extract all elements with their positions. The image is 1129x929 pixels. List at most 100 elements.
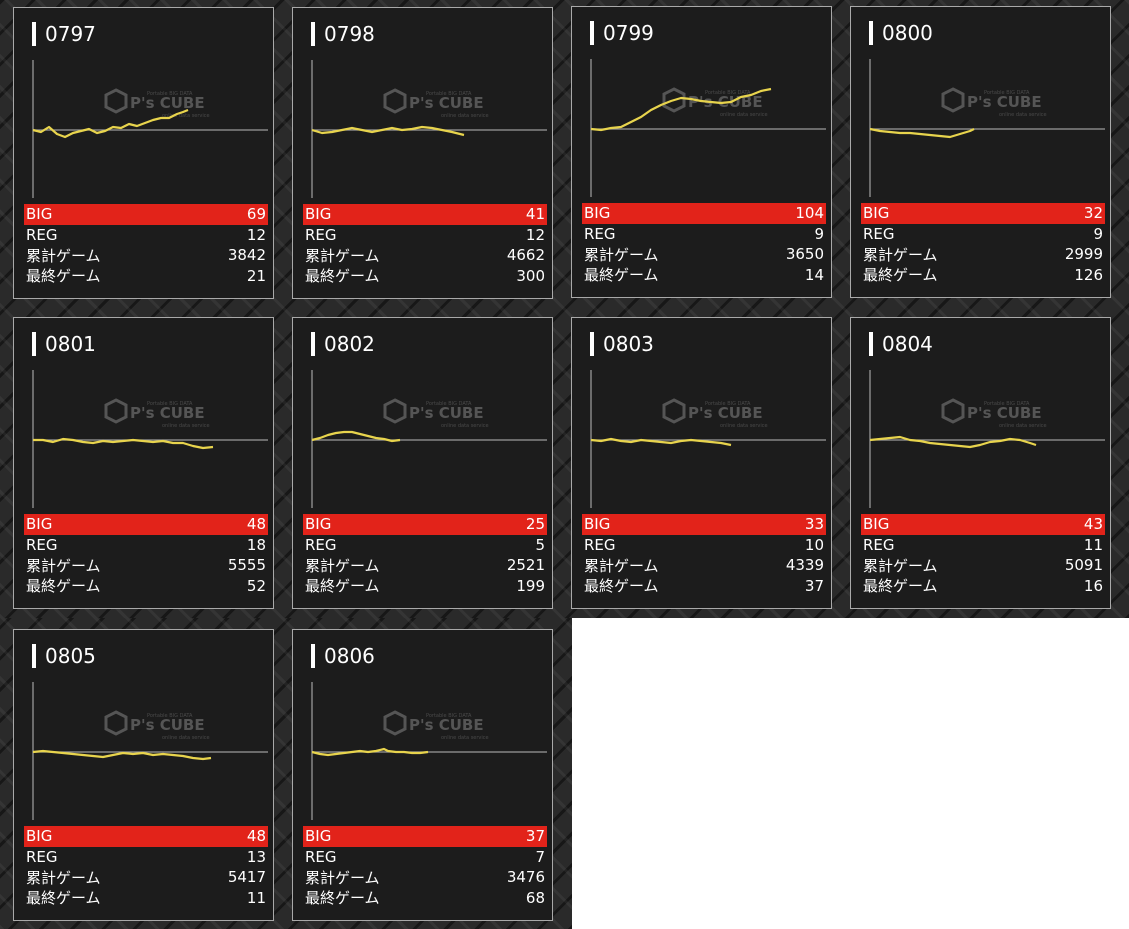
last-games-value: 37 [804,576,824,595]
big-label: BIG [584,515,611,534]
reg-label: REG [26,225,58,244]
total-games-value: 5091 [1064,556,1103,575]
machine-card[interactable]: 0798 P's CUBE Portable BIG DATA online d… [292,7,553,299]
machine-card[interactable]: 0806 P's CUBE Portable BIG DATA online d… [292,629,553,921]
slump-graph: P's CUBE Portable BIG DATA online data s… [590,370,826,508]
machine-card[interactable]: 0800 P's CUBE Portable BIG DATA online d… [850,6,1111,298]
machine-number: 0798 [311,22,375,46]
reg-count: 12 [525,225,545,244]
machine-card[interactable]: 0804 P's CUBE Portable BIG DATA online d… [850,317,1111,609]
last-games-label: 最終ゲーム [584,577,659,596]
big-row: BIG 69 [24,204,268,225]
total-games-row: 累計ゲーム 4662 [303,245,547,266]
total-games-row: 累計ゲーム 2999 [861,244,1105,265]
graph-watermark: P's CUBE Portable BIG DATA online data s… [662,398,768,429]
big-row: BIG 48 [24,826,268,847]
stats-table: BIG 104 REG 9 累計ゲーム 3650 最終ゲーム 14 [582,203,826,285]
watermark-small-bottom: online data service [999,112,1047,118]
watermark-small-bottom: online data service [162,735,210,741]
last-games-label: 最終ゲーム [863,266,938,285]
total-games-row: 累計ゲーム 3842 [24,245,268,266]
machine-card[interactable]: 0797 P's CUBE Portable BIG DATA online d… [13,7,274,299]
graph-line [869,127,975,139]
graph-line [869,435,1037,449]
watermark-brand: P's CUBE [688,404,763,422]
total-games-label: 累計ゲーム [26,868,101,887]
reg-row: REG 9 [861,224,1105,245]
big-row: BIG 37 [303,826,547,847]
graph-line [590,437,732,447]
machine-card[interactable]: 0799 P's CUBE Portable BIG DATA online d… [571,6,832,298]
watermark-small-top: Portable BIG DATA [147,91,193,97]
stats-table: BIG 37 REG 7 累計ゲーム 3476 最終ゲーム 68 [303,826,547,908]
machine-card[interactable]: 0802 P's CUBE Portable BIG DATA online d… [292,317,553,609]
reg-label: REG [26,847,58,866]
cube-logo-icon [383,398,407,424]
watermark-small-top: Portable BIG DATA [426,401,472,407]
big-label: BIG [305,827,332,846]
total-games-row: 累計ゲーム 5091 [861,555,1105,576]
watermark-brand: P's CUBE [130,716,205,734]
cube-logo-icon [662,398,686,424]
graph-watermark: P's CUBE Portable BIG DATA online data s… [941,398,1047,429]
total-games-row: 累計ゲーム 4339 [582,555,826,576]
machine-card[interactable]: 0805 P's CUBE Portable BIG DATA online d… [13,629,274,921]
last-games-label: 最終ゲーム [26,267,101,286]
machine-number: 0806 [311,644,375,668]
machine-card[interactable]: 0803 P's CUBE Portable BIG DATA online d… [571,317,832,609]
watermark-brand: P's CUBE [967,404,1042,422]
total-games-label: 累計ゲーム [305,246,380,265]
reg-count: 9 [1093,224,1103,243]
reg-count: 13 [246,847,266,866]
big-count: 43 [1083,515,1103,534]
last-games-value: 52 [246,576,266,595]
watermark-brand: P's CUBE [130,94,205,112]
cube-logo-icon [104,710,128,736]
machine-number: 0802 [311,332,375,356]
machine-number: 0797 [32,22,96,46]
watermark-brand: P's CUBE [967,93,1042,111]
last-games-row: 最終ゲーム 199 [303,576,547,597]
reg-label: REG [863,535,895,554]
machine-card[interactable]: 0801 P's CUBE Portable BIG DATA online d… [13,317,274,609]
last-games-value: 11 [246,888,266,907]
total-games-label: 累計ゲーム [26,246,101,265]
total-games-row: 累計ゲーム 5555 [24,555,268,576]
big-row: BIG 25 [303,514,547,535]
reg-row: REG 7 [303,847,547,868]
total-games-value: 2999 [1064,245,1103,264]
total-games-value: 2521 [506,556,545,575]
last-games-value: 199 [516,576,545,595]
big-label: BIG [26,827,53,846]
last-games-row: 最終ゲーム 52 [24,576,268,597]
watermark-small-bottom: online data service [162,113,210,119]
reg-count: 18 [246,535,266,554]
reg-count: 5 [535,535,545,554]
watermark-small-top: Portable BIG DATA [147,401,193,407]
total-games-row: 累計ゲーム 3476 [303,867,547,888]
total-games-label: 累計ゲーム [305,868,380,887]
big-count: 104 [795,204,824,223]
watermark-small-bottom: online data service [162,423,210,429]
watermark-small-top: Portable BIG DATA [705,401,751,407]
total-games-label: 累計ゲーム [26,556,101,575]
reg-row: REG 12 [24,225,268,246]
last-games-row: 最終ゲーム 11 [24,888,268,909]
last-games-value: 21 [246,266,266,285]
total-games-row: 累計ゲーム 3650 [582,244,826,265]
reg-label: REG [584,535,616,554]
watermark-brand: P's CUBE [409,94,484,112]
total-games-label: 累計ゲーム [305,556,380,575]
big-count: 48 [246,515,266,534]
slump-graph: P's CUBE Portable BIG DATA online data s… [32,370,268,508]
cube-logo-icon [941,398,965,424]
big-row: BIG 43 [861,514,1105,535]
graph-line [311,430,401,443]
stats-table: BIG 32 REG 9 累計ゲーム 2999 最終ゲーム 126 [861,203,1105,285]
slump-graph: P's CUBE Portable BIG DATA online data s… [869,59,1105,197]
machine-number: 0799 [590,21,654,45]
slump-graph: P's CUBE Portable BIG DATA online data s… [590,59,826,197]
cube-logo-icon [383,88,407,114]
big-row: BIG 104 [582,203,826,224]
stats-table: BIG 69 REG 12 累計ゲーム 3842 最終ゲーム 21 [24,204,268,286]
